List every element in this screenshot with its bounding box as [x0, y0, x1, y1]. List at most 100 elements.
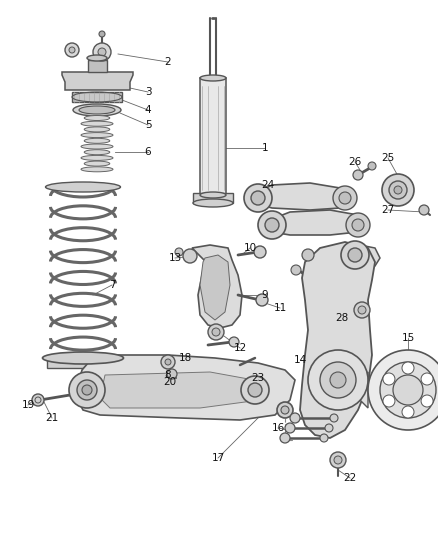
Ellipse shape	[42, 352, 124, 364]
Circle shape	[353, 170, 363, 180]
Circle shape	[330, 414, 338, 422]
Circle shape	[383, 373, 395, 385]
Text: 8: 8	[165, 370, 171, 380]
Circle shape	[325, 424, 333, 432]
Circle shape	[167, 369, 177, 379]
Text: 2: 2	[165, 57, 171, 67]
Text: 13: 13	[168, 253, 182, 263]
Text: 1: 1	[261, 143, 268, 153]
Polygon shape	[62, 72, 133, 90]
Text: 16: 16	[272, 423, 285, 433]
Circle shape	[339, 192, 351, 204]
Circle shape	[402, 406, 414, 418]
Ellipse shape	[84, 116, 110, 120]
Circle shape	[254, 246, 266, 258]
Circle shape	[354, 302, 370, 318]
Text: 12: 12	[233, 343, 247, 353]
Circle shape	[280, 433, 290, 443]
Circle shape	[348, 248, 362, 262]
Circle shape	[334, 456, 342, 464]
Circle shape	[161, 355, 175, 369]
Circle shape	[291, 265, 301, 275]
Text: 15: 15	[401, 333, 415, 343]
Circle shape	[352, 219, 364, 231]
Text: 26: 26	[348, 157, 362, 167]
Polygon shape	[72, 92, 122, 102]
Circle shape	[248, 383, 262, 397]
Ellipse shape	[84, 161, 110, 166]
Polygon shape	[100, 372, 265, 408]
Circle shape	[256, 294, 268, 306]
Circle shape	[93, 43, 111, 61]
Text: 10: 10	[244, 243, 257, 253]
Ellipse shape	[81, 133, 113, 138]
Circle shape	[77, 380, 97, 400]
Text: 21: 21	[46, 413, 59, 423]
Circle shape	[290, 413, 300, 423]
Circle shape	[320, 434, 328, 442]
Ellipse shape	[87, 55, 107, 61]
Polygon shape	[47, 358, 123, 368]
Circle shape	[402, 362, 414, 374]
Circle shape	[320, 362, 356, 398]
Circle shape	[258, 211, 286, 239]
Circle shape	[165, 359, 171, 365]
Circle shape	[421, 395, 433, 407]
Circle shape	[333, 186, 357, 210]
Polygon shape	[192, 245, 242, 328]
Text: 4: 4	[145, 105, 151, 115]
Text: 23: 23	[251, 373, 265, 383]
Text: 9: 9	[261, 290, 268, 300]
Polygon shape	[75, 355, 295, 420]
Circle shape	[389, 181, 407, 199]
Ellipse shape	[46, 182, 120, 192]
Circle shape	[265, 218, 279, 232]
Circle shape	[281, 406, 289, 414]
Circle shape	[98, 48, 106, 56]
Ellipse shape	[81, 144, 113, 149]
Ellipse shape	[81, 167, 113, 172]
Circle shape	[341, 241, 369, 269]
Text: 17: 17	[212, 453, 225, 463]
Circle shape	[358, 306, 366, 314]
Ellipse shape	[200, 75, 226, 81]
Circle shape	[382, 174, 414, 206]
Circle shape	[380, 362, 436, 418]
Circle shape	[277, 402, 293, 418]
Text: 27: 27	[381, 205, 395, 215]
Circle shape	[285, 423, 295, 433]
Circle shape	[244, 184, 272, 212]
Circle shape	[183, 249, 197, 263]
Circle shape	[212, 328, 220, 336]
Circle shape	[229, 337, 239, 347]
Circle shape	[65, 43, 79, 57]
Circle shape	[308, 350, 368, 410]
Circle shape	[302, 249, 314, 261]
Circle shape	[208, 324, 224, 340]
Polygon shape	[258, 183, 348, 210]
Text: 22: 22	[343, 473, 357, 483]
Circle shape	[330, 452, 346, 468]
Ellipse shape	[84, 150, 110, 155]
Circle shape	[69, 372, 105, 408]
Circle shape	[175, 248, 183, 256]
Ellipse shape	[81, 156, 113, 160]
Circle shape	[368, 350, 438, 430]
Ellipse shape	[193, 199, 233, 207]
Text: 5: 5	[145, 120, 151, 130]
Circle shape	[32, 394, 44, 406]
Polygon shape	[200, 255, 230, 320]
Ellipse shape	[200, 192, 226, 198]
Ellipse shape	[84, 127, 110, 132]
Polygon shape	[200, 78, 226, 195]
Circle shape	[330, 372, 346, 388]
Text: 14: 14	[293, 355, 307, 365]
Polygon shape	[193, 193, 233, 203]
Polygon shape	[358, 372, 368, 408]
Text: 11: 11	[273, 303, 286, 313]
Text: 3: 3	[145, 87, 151, 97]
Text: 28: 28	[336, 313, 349, 323]
Text: 6: 6	[145, 147, 151, 157]
Circle shape	[419, 205, 429, 215]
Circle shape	[393, 375, 423, 405]
